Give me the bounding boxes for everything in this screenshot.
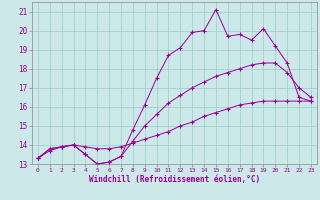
X-axis label: Windchill (Refroidissement éolien,°C): Windchill (Refroidissement éolien,°C): [89, 175, 260, 184]
